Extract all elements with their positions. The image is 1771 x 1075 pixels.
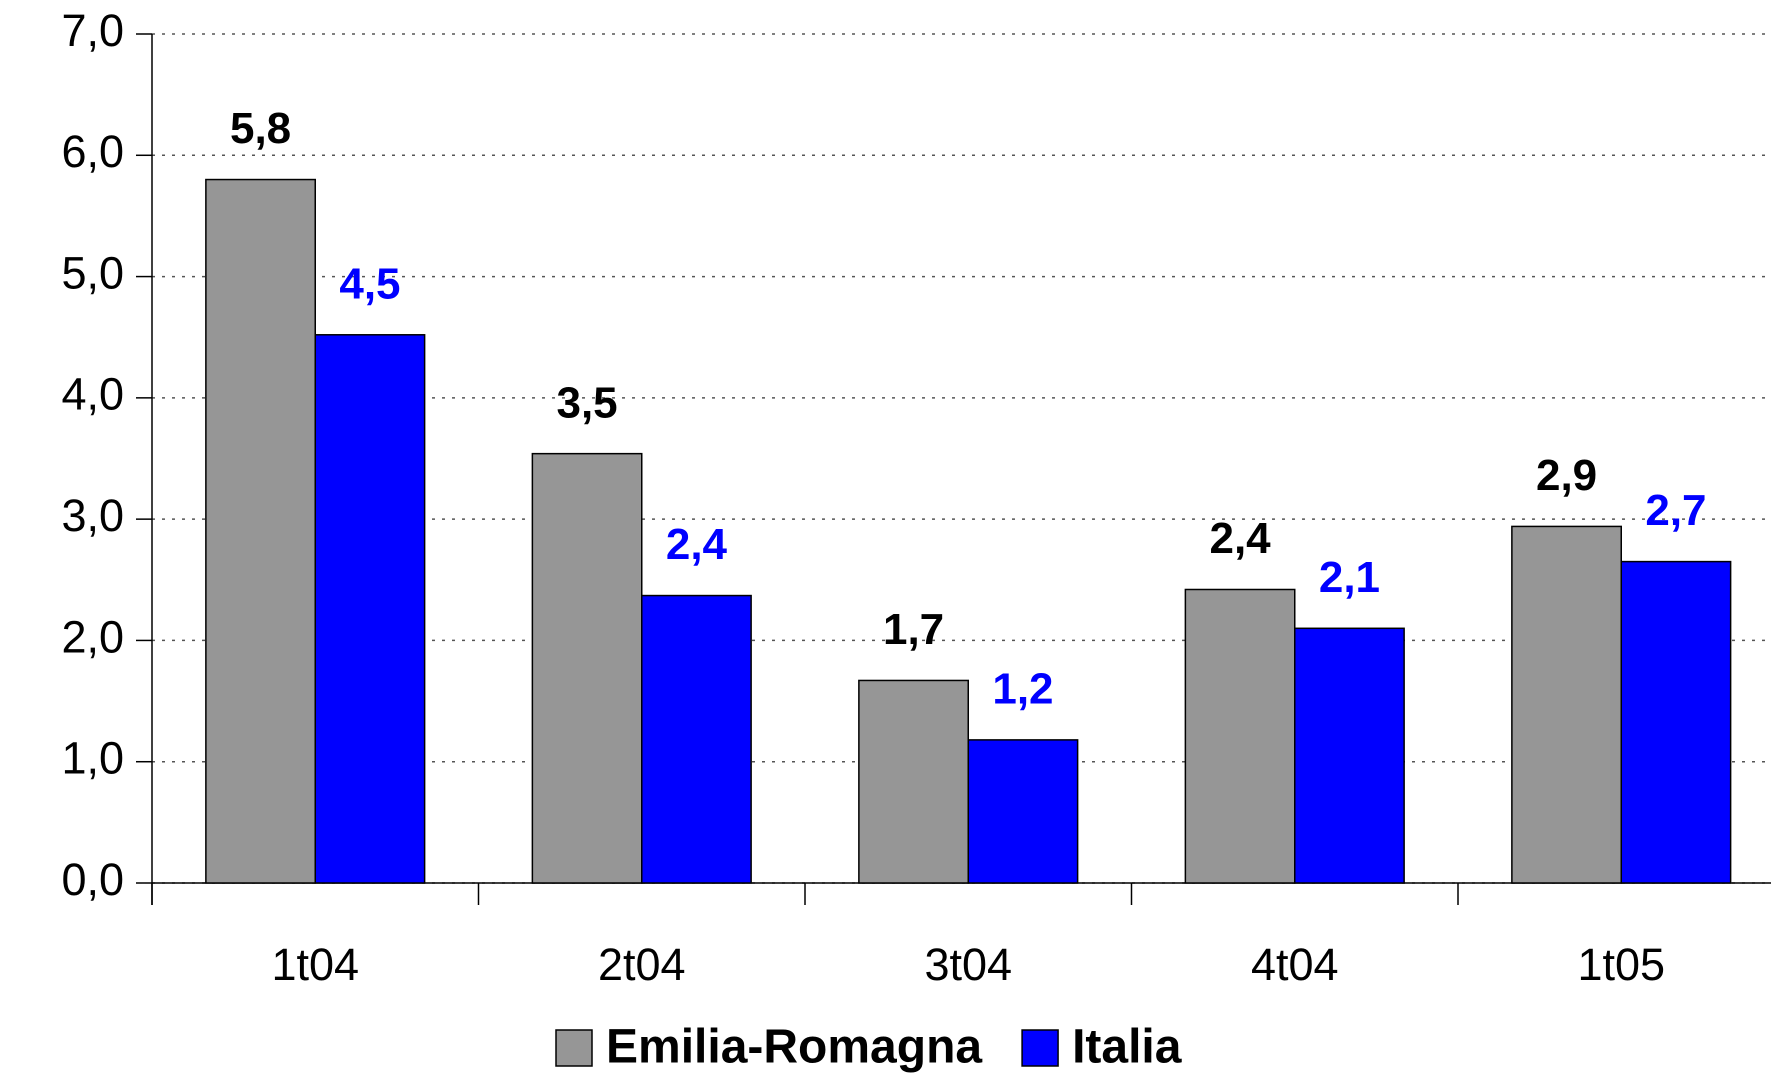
data-label: 2,1: [1319, 553, 1380, 602]
data-label: 2,9: [1536, 451, 1597, 500]
bar: [967, 739, 1079, 884]
legend-label: Italia: [1072, 1021, 1182, 1074]
data-label: 4,5: [339, 259, 400, 308]
data-label: 2,4: [1209, 514, 1271, 563]
x-tick-label: 2t04: [598, 939, 686, 990]
bar: [1511, 525, 1623, 884]
legend-label: Emilia-Romagna: [606, 1021, 982, 1074]
bar: [1620, 560, 1732, 884]
legend: Emilia-Romagna Italia: [555, 1021, 1182, 1074]
y-tick-label: 0,0: [61, 854, 124, 905]
data-label: 1,7: [883, 605, 944, 654]
bar: [1294, 627, 1405, 884]
legend-swatch: [555, 1029, 593, 1067]
x-tick-label: 4t04: [1251, 939, 1339, 990]
y-tick-label: 7,0: [61, 5, 124, 56]
bar: [1184, 588, 1296, 884]
y-tick-label: 1,0: [61, 733, 124, 784]
y-tick-label: 3,0: [61, 490, 124, 541]
data-label: 3,5: [556, 378, 617, 427]
y-tick-label: 6,0: [61, 126, 124, 177]
legend-swatch: [1021, 1029, 1059, 1067]
bar: [641, 594, 752, 884]
x-tick-label: 1t05: [1577, 939, 1665, 990]
bar: [314, 334, 426, 884]
y-tick-label: 4,0: [61, 369, 124, 420]
x-tick-label: 1t04: [271, 939, 359, 990]
bar: [531, 452, 643, 884]
data-label: 2,4: [666, 520, 728, 569]
bar: [205, 178, 316, 884]
data-label: 2,7: [1645, 486, 1706, 535]
y-tick-label: 2,0: [61, 611, 124, 662]
x-tick-label: 3t04: [924, 939, 1012, 990]
bar: [858, 679, 969, 884]
y-tick-label: 5,0: [61, 247, 124, 298]
data-label: 5,8: [230, 104, 291, 153]
data-label: 1,2: [992, 665, 1053, 714]
